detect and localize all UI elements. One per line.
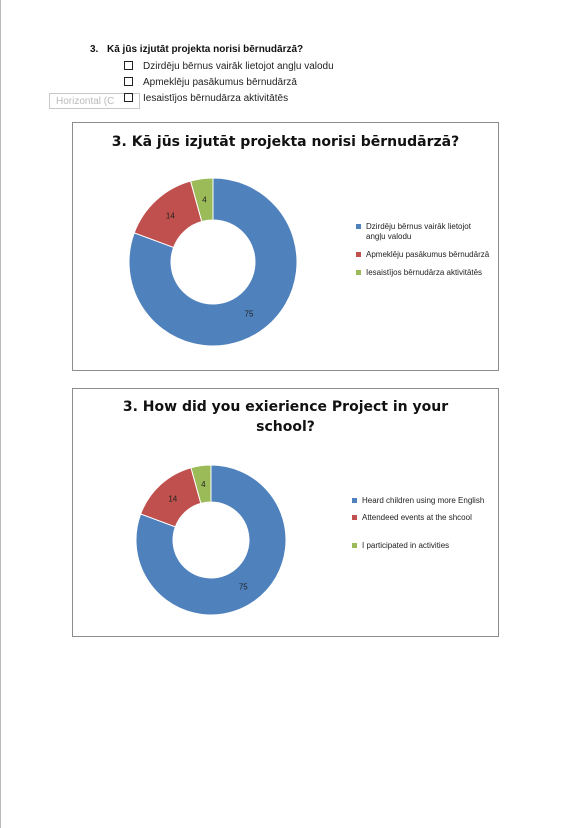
- chart-legend: Heard children using more English Attend…: [352, 496, 492, 551]
- legend-item: Dzirdēju bērnus vairāk lietojot angļu va…: [356, 222, 491, 242]
- legend-swatch-blue: [352, 498, 357, 503]
- chart-title: 3. How did you exierience Project in you…: [122, 399, 449, 435]
- question-text: Kā jūs izjutāt projekta norisi bērnudārz…: [107, 44, 304, 55]
- checkbox-icon[interactable]: [124, 61, 133, 70]
- data-label: 14: [166, 212, 175, 221]
- chart-latvian[interactable]: 3. Kā jūs izjutāt projekta norisi bērnud…: [72, 122, 499, 371]
- checkbox-icon[interactable]: [124, 93, 133, 102]
- chart-legend: Dzirdēju bērnus vairāk lietojot angļu va…: [356, 222, 491, 278]
- legend-item: Apmeklēju pasākumus bērnudārzā: [356, 250, 491, 260]
- answer-option[interactable]: Dzirdēju bērnus vairāk lietojot angļu va…: [124, 59, 334, 75]
- question-heading: 3. Kā jūs izjutāt projekta norisi bērnudā…: [90, 44, 303, 55]
- data-label: 75: [239, 582, 248, 591]
- answer-option[interactable]: Apmeklēju pasākumus bērnudārzā: [124, 75, 334, 91]
- answer-options: Dzirdēju bērnus vairāk lietojot angļu va…: [124, 59, 334, 107]
- chart-title: 3. Kā jūs izjutāt projekta norisi bērnud…: [111, 134, 460, 150]
- legend-item: Heard children using more English: [352, 496, 492, 506]
- slice-blue[interactable]: [128, 177, 298, 347]
- chart-english[interactable]: 3. How did you exierience Project in you…: [72, 388, 499, 637]
- option-label: Iesaistījos bērnudārza aktivitātēs: [143, 93, 289, 104]
- slice-green[interactable]: [189, 177, 214, 223]
- slice-blue[interactable]: [135, 464, 287, 616]
- legend-label: Iesaistījos bērnudārza aktivitātēs: [366, 268, 483, 277]
- data-label: 14: [168, 494, 177, 503]
- legend-label: I participated in activities: [362, 541, 450, 550]
- legend-label: Heard children using more English: [362, 496, 485, 505]
- data-label: 4: [201, 480, 206, 489]
- question-number: 3.: [90, 44, 99, 55]
- checkbox-icon[interactable]: [124, 77, 133, 86]
- legend-label: Apmeklēju pasākumus bērnudārzā: [366, 250, 490, 259]
- slice-green[interactable]: [190, 464, 212, 504]
- data-label: 75: [245, 310, 254, 319]
- legend-item: Attendeed events at the shcool: [352, 513, 492, 523]
- legend-label: Dzirdēju bērnus vairāk lietojot angļu va…: [366, 222, 471, 241]
- page-left-edge: [0, 0, 1, 828]
- data-label: 4: [202, 196, 207, 205]
- legend-swatch-red: [356, 252, 361, 257]
- legend-swatch-green: [356, 270, 361, 275]
- donut-chart-svg: 75 14 4: [135, 464, 287, 616]
- legend-label: Attendeed events at the shcool: [362, 513, 472, 522]
- hover-tooltip: Horizontal (C: [49, 93, 140, 109]
- option-label: Apmeklēju pasākumus bērnudārzā: [143, 77, 297, 88]
- answer-option[interactable]: Iesaistījos bērnudārza aktivitātēs: [124, 91, 334, 107]
- donut-chart-svg: 75 14 4: [128, 177, 298, 347]
- option-label: Dzirdēju bērnus vairāk lietojot angļu va…: [143, 61, 334, 72]
- legend-item: I participated in activities: [352, 541, 492, 551]
- legend-item: Iesaistījos bērnudārza aktivitātēs: [356, 268, 491, 278]
- legend-swatch-blue: [356, 224, 361, 229]
- legend-swatch-red: [352, 515, 357, 520]
- legend-swatch-green: [352, 543, 357, 548]
